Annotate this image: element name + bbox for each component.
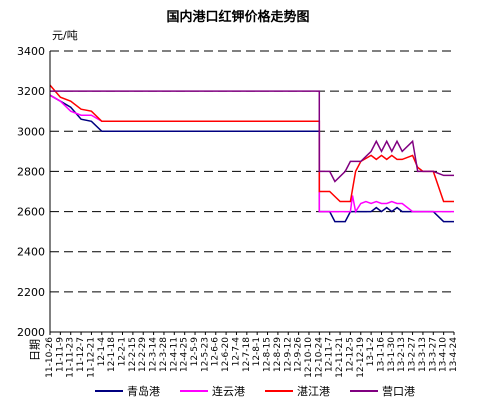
x-tick-label: 13-3-27 <box>428 337 438 372</box>
x-tick-label: 12-12-19 <box>356 337 366 378</box>
x-tick-label: 13-3-13 <box>418 337 428 372</box>
x-tick-label: 12-4-11 <box>169 337 179 372</box>
x-axis-label: 日期 <box>29 339 42 361</box>
x-tick-label: 12-11-21 <box>335 337 345 378</box>
y-tick-label: 2000 <box>17 326 45 339</box>
legend-label-1: 连云港 <box>212 385 245 398</box>
x-tick-label: 12-4-25 <box>180 337 190 372</box>
x-tick-label: 12-1-18 <box>107 337 117 372</box>
y-tick-label: 3200 <box>17 85 45 98</box>
y-tick-label: 3000 <box>17 125 45 138</box>
x-tick-label: 12-9-26 <box>294 337 304 372</box>
x-tick-label: 11-12-7 <box>76 337 86 372</box>
x-tick-label: 13-2-27 <box>408 337 418 372</box>
y-tick-label: 2600 <box>17 206 45 219</box>
x-tick-label: 13-2-13 <box>397 337 407 372</box>
x-tick-label: 13-1-16 <box>376 337 386 372</box>
y-unit-label: 元/吨 <box>52 29 78 42</box>
legend-label-2: 湛江港 <box>297 385 330 398</box>
x-tick-label: 12-5-9 <box>190 337 200 367</box>
x-tick-label: 12-10-10 <box>304 337 314 378</box>
legend: 青岛港 连云港 湛江港 营口港 <box>95 384 415 398</box>
x-tick-label: 12-6-20 <box>221 337 231 372</box>
y-tick-label: 3400 <box>17 45 45 58</box>
x-tick-label: 12-2-1 <box>118 337 128 366</box>
x-tick-label: 13-1-2 <box>366 337 376 366</box>
y-tick-label: 2200 <box>17 286 45 299</box>
x-tick-label: 12-8-1 <box>252 337 262 366</box>
x-tick-label: 11-10-26 <box>45 337 55 378</box>
axis-layer: 2000 2200 2400 2600 2800 3000 3200 3400 11-10-26… <box>17 45 459 378</box>
x-tick-label: 12-2-29 <box>138 337 148 372</box>
x-tick-label: 12-10-24 <box>314 337 324 378</box>
grid-layer <box>50 50 454 293</box>
x-tick-label: 12-11-7 <box>325 337 335 372</box>
x-tick-label: 12-1-4 <box>97 337 107 367</box>
series-line-3 <box>50 90 454 183</box>
series-line-1 <box>49 94 454 214</box>
x-tick-label: 13-1-30 <box>387 337 397 372</box>
x-tick-label: 12-3-14 <box>149 337 159 372</box>
legend-label-3: 营口港 <box>382 384 415 398</box>
legend-label-0: 青岛港 <box>127 384 160 398</box>
x-tick-label: 12-12-5 <box>345 337 355 372</box>
series-layer <box>49 84 454 223</box>
x-tick-label: 11-12-21 <box>86 337 96 378</box>
x-tick-label: 12-9-12 <box>283 337 293 372</box>
x-tick-label: 12-7-4 <box>231 337 241 367</box>
x-tick-label: 12-3-28 <box>159 337 169 372</box>
chart-title: 国内港口红钾价格走势图 <box>166 9 309 25</box>
x-tick-label: 13-4-10 <box>439 337 449 372</box>
plot-area <box>50 51 454 332</box>
x-tick-label: 13-4-24 <box>449 337 459 372</box>
y-tick-label: 2400 <box>17 246 45 259</box>
x-tick-label: 12-5-23 <box>200 337 210 372</box>
x-tick-label: 12-2-15 <box>128 337 138 372</box>
x-tick-label: 12-6-6 <box>211 337 221 367</box>
y-tick-label: 2800 <box>17 165 45 178</box>
x-tick-label: 12-8-15 <box>263 337 273 372</box>
x-tick-label: 11-11-23 <box>66 337 76 378</box>
x-tick-label: 11-11-9 <box>55 337 65 372</box>
x-tick-label: 12-8-29 <box>273 337 283 372</box>
x-tick-label: 12-7-18 <box>242 337 252 372</box>
